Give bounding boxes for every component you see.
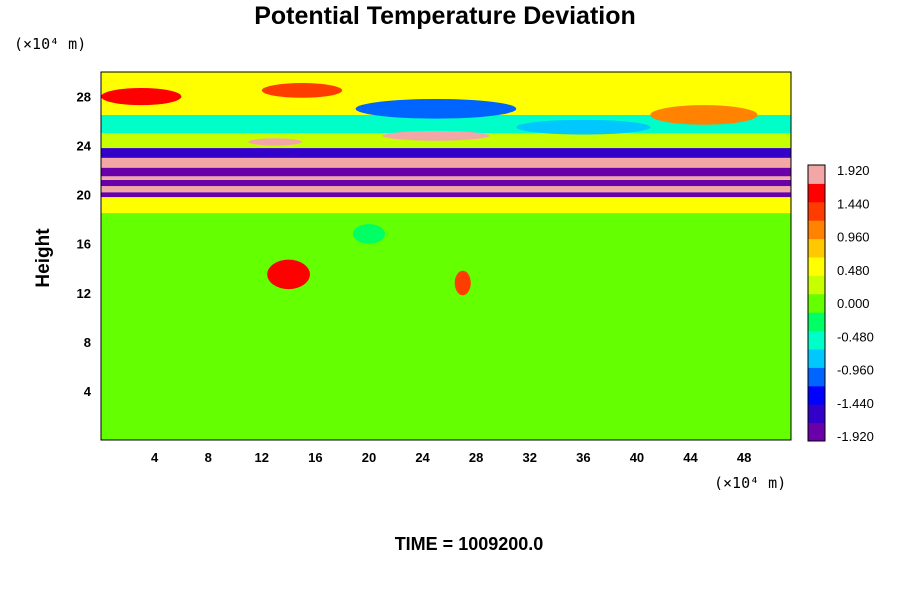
colorbar-label-8: -1.920 — [837, 429, 874, 444]
x-tick-label-5: 24 — [415, 450, 430, 465]
heatmap-plot-area — [101, 72, 791, 440]
y-axis-unit: (×10⁴ m) — [14, 35, 86, 53]
x-axis-ticks: 4 8 12 16 20 24 28 32 36 40 44 48 — [151, 450, 751, 465]
colorbar-swatch-1 — [808, 404, 825, 424]
x-tick-label-2: 12 — [255, 450, 269, 465]
y-axis-label: Height — [33, 228, 54, 288]
heatmap-band-3 — [101, 186, 791, 193]
time-label: TIME = 1009200.0 — [395, 534, 544, 554]
colorbar-swatch-12 — [808, 201, 825, 221]
colorbar-swatch-0 — [808, 422, 825, 442]
colorbar-label-4: 0.000 — [837, 296, 870, 311]
x-tick-label-3: 16 — [308, 450, 322, 465]
colorbar-swatch-2 — [808, 385, 825, 405]
heatmap-feature-6 — [516, 119, 651, 135]
colorbar-swatch-4 — [808, 349, 825, 368]
x-tick-label-1: 8 — [205, 450, 212, 465]
heatmap-bands — [101, 72, 791, 440]
heatmap-band-5 — [101, 176, 791, 180]
plot-frame — [100, 71, 792, 441]
heatmap-band-6 — [101, 167, 791, 177]
colorbar-label-2: 0.960 — [837, 230, 870, 245]
y-tick-label-1: 8 — [84, 335, 91, 350]
heatmap-feature-8 — [261, 83, 343, 98]
heatmap-feature-9 — [650, 105, 758, 125]
y-tick-label-5: 24 — [77, 139, 92, 154]
colorbar-label-0: 1.920 — [837, 163, 870, 178]
y-axis-ticks: 4 8 12 16 20 24 28 — [77, 90, 92, 399]
colorbar-swatch-11 — [808, 220, 825, 240]
x-tick-label-11: 48 — [737, 450, 751, 465]
x-tick-label-8: 36 — [576, 450, 590, 465]
heatmap-band-2 — [101, 192, 791, 198]
colorbar-label-3: 0.480 — [837, 263, 870, 278]
y-tick-label-6: 28 — [77, 90, 91, 105]
colorbar-swatch-6 — [808, 312, 825, 332]
colorbar-swatch-14 — [808, 165, 825, 184]
colorbar-swatches — [808, 165, 825, 442]
heatmap-feature-3 — [248, 138, 302, 146]
heatmap-band-4 — [101, 179, 791, 187]
colorbar-swatch-10 — [808, 238, 825, 258]
colorbar-swatch-3 — [808, 367, 825, 387]
colorbar-label-6: -0.960 — [837, 363, 874, 378]
colorbar-label-1: 1.440 — [837, 196, 870, 211]
heatmap-feature-1 — [454, 270, 471, 296]
colorbar-label-7: -1.440 — [837, 396, 874, 411]
colorbar-swatch-7 — [808, 293, 825, 313]
chart-title: Potential Temperature Deviation — [254, 2, 636, 30]
heatmap-band-8 — [101, 148, 791, 158]
x-tick-label-9: 40 — [630, 450, 644, 465]
heatmap-features — [101, 83, 758, 296]
y-tick-label-3: 16 — [77, 237, 91, 252]
colorbar-labels: 1.920 1.440 0.960 0.480 0.000 -0.480 -0.960 -1.… — [837, 163, 874, 444]
x-tick-label-6: 28 — [469, 450, 483, 465]
heatmap-band-1 — [101, 197, 791, 214]
heatmap-feature-7 — [101, 87, 182, 106]
colorbar-swatch-5 — [808, 330, 825, 350]
colorbar-label-5: -0.480 — [837, 329, 874, 344]
heatmap-band-7 — [101, 157, 791, 168]
heatmap-band-0 — [101, 213, 791, 440]
colorbar: 1.920 1.440 0.960 0.480 0.000 -0.480 -0.960 -1.… — [807, 163, 874, 444]
colorbar-frame — [807, 164, 826, 442]
heatmap-feature-4 — [382, 130, 490, 141]
heatmap-feature-0 — [267, 259, 311, 290]
heatmap-feature-5 — [355, 98, 517, 119]
colorbar-swatch-9 — [808, 257, 825, 276]
x-tick-label-7: 32 — [523, 450, 537, 465]
heatmap-feature-2 — [352, 224, 386, 244]
x-tick-label-4: 20 — [362, 450, 376, 465]
y-tick-label-4: 20 — [77, 188, 91, 203]
y-tick-label-0: 4 — [84, 384, 92, 399]
x-axis-unit: (×10⁴ m) — [714, 474, 786, 492]
x-tick-label-10: 44 — [683, 450, 698, 465]
colorbar-swatch-13 — [808, 183, 825, 203]
y-tick-label-2: 12 — [77, 286, 91, 301]
x-tick-label-0: 4 — [151, 450, 159, 465]
colorbar-swatch-8 — [808, 275, 825, 295]
